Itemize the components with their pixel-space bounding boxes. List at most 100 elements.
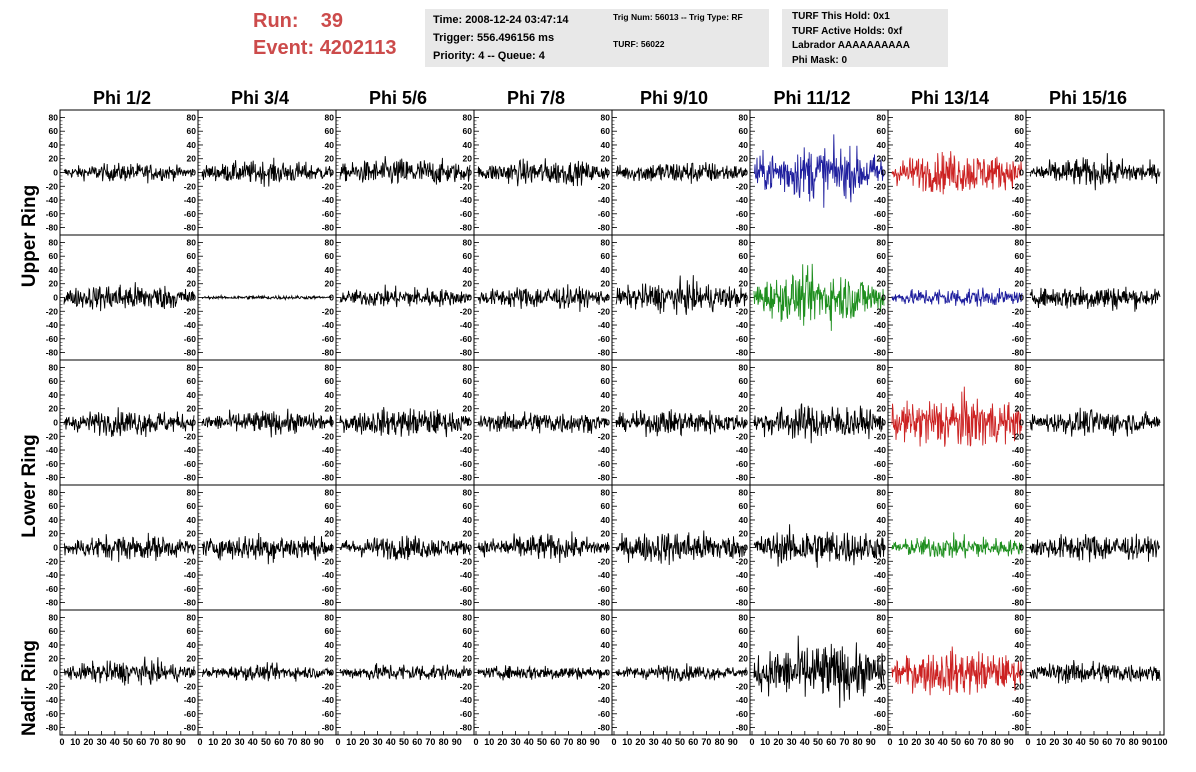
waveform-trace bbox=[477, 531, 609, 564]
y-tick-label: -40 bbox=[874, 695, 887, 705]
y-tick-label: 80 bbox=[739, 487, 749, 497]
y-tick-label: 0 bbox=[605, 293, 610, 303]
y-tick-label: 0 bbox=[743, 418, 748, 428]
y-tick-label: 20 bbox=[601, 404, 611, 414]
x-tick-label: 40 bbox=[938, 737, 948, 747]
x-tick-label: 50 bbox=[675, 737, 685, 747]
x-tick-label: 70 bbox=[839, 737, 849, 747]
run-label: Run: bbox=[253, 10, 299, 32]
y-tick-label: -40 bbox=[736, 320, 749, 330]
y-tick-label: 40 bbox=[463, 515, 473, 525]
y-tick-label: -20 bbox=[598, 556, 611, 566]
y-tick-label: 80 bbox=[463, 612, 473, 622]
y-tick-label: 20 bbox=[325, 279, 335, 289]
waveform-trace bbox=[753, 263, 885, 331]
y-tick-label: -40 bbox=[184, 195, 197, 205]
y-tick-label: 0 bbox=[1019, 543, 1024, 553]
y-tick-label: -80 bbox=[460, 223, 473, 233]
y-tick-label: -60 bbox=[598, 709, 611, 719]
y-tick-label: 40 bbox=[739, 140, 749, 150]
y-tick-label: 40 bbox=[1015, 390, 1025, 400]
y-tick-label: -80 bbox=[1012, 348, 1025, 358]
y-tick-label: -80 bbox=[322, 598, 335, 608]
x-tick-label: 60 bbox=[412, 737, 422, 747]
y-tick-label: -40 bbox=[874, 320, 887, 330]
y-tick-label: 0 bbox=[329, 543, 334, 553]
y-tick-label: 80 bbox=[187, 487, 197, 497]
y-tick-label: 80 bbox=[739, 112, 749, 122]
y-tick-label: 0 bbox=[191, 293, 196, 303]
y-tick-label: 80 bbox=[49, 362, 59, 372]
x-tick-label: 50 bbox=[813, 737, 823, 747]
x-tick-label: 80 bbox=[853, 737, 863, 747]
y-tick-label: -60 bbox=[736, 209, 749, 219]
y-tick-label: 20 bbox=[739, 154, 749, 164]
waveform-panel-r4-c7: -80 -60 -40 -20 0 20 40 60 80 bbox=[1012, 609, 1165, 736]
y-tick-label: -20 bbox=[874, 556, 887, 566]
y-tick-label: 0 bbox=[743, 293, 748, 303]
x-tick-label: 0 bbox=[473, 737, 478, 747]
waveform-trace bbox=[201, 532, 333, 565]
y-tick-label: 40 bbox=[601, 140, 611, 150]
x-tick-label: 40 bbox=[248, 737, 258, 747]
waveform-panel-r0-c0: -80 -60 -40 -20 0 20 40 60 80 bbox=[46, 109, 199, 236]
y-tick-label: -20 bbox=[874, 306, 887, 316]
x-tick-label: 50 bbox=[951, 737, 961, 747]
x-tick-label: 40 bbox=[110, 737, 120, 747]
y-tick-label: -40 bbox=[874, 570, 887, 580]
waveform-panel-r3-c6: -80 -60 -40 -20 0 20 40 60 80 bbox=[874, 484, 1027, 611]
y-tick-label: 0 bbox=[605, 168, 610, 178]
y-tick-label: -60 bbox=[46, 459, 59, 469]
y-tick-label: -40 bbox=[1012, 195, 1025, 205]
waveform-trace bbox=[615, 663, 747, 682]
y-tick-label: -60 bbox=[46, 584, 59, 594]
y-tick-label: 40 bbox=[325, 140, 335, 150]
y-tick-label: -60 bbox=[736, 459, 749, 469]
waveform-trace bbox=[891, 151, 1023, 195]
y-tick-label: -60 bbox=[460, 709, 473, 719]
y-tick-label: -80 bbox=[46, 723, 59, 733]
y-tick-label: -40 bbox=[184, 320, 197, 330]
waveform-panel-r1-c1: -80 -60 -40 -20 0 20 40 60 80 bbox=[184, 234, 337, 361]
y-tick-label: -40 bbox=[184, 695, 197, 705]
y-tick-label: 20 bbox=[187, 404, 197, 414]
y-tick-label: 0 bbox=[1019, 293, 1024, 303]
y-tick-label: -80 bbox=[46, 598, 59, 608]
y-tick-label: -20 bbox=[322, 681, 335, 691]
y-tick-label: 40 bbox=[877, 265, 887, 275]
y-tick-label: 60 bbox=[187, 376, 197, 386]
waveform-panel-r4-c6: -80 -60 -40 -20 0 20 40 60 80 bbox=[874, 609, 1027, 736]
y-tick-label: -40 bbox=[1012, 320, 1025, 330]
x-tick-label: 90 bbox=[866, 737, 876, 747]
y-tick-label: -60 bbox=[46, 209, 59, 219]
y-tick-label: 20 bbox=[601, 154, 611, 164]
y-tick-label: -80 bbox=[1012, 723, 1025, 733]
y-tick-label: 40 bbox=[187, 140, 197, 150]
y-tick-label: -40 bbox=[322, 570, 335, 580]
waveform-trace bbox=[615, 530, 747, 566]
x-tick-label: 10 bbox=[208, 737, 218, 747]
y-tick-label: 20 bbox=[463, 654, 473, 664]
waveform-panel-r0-c6: -80 -60 -40 -20 0 20 40 60 80 bbox=[874, 109, 1027, 236]
y-tick-label: -80 bbox=[736, 348, 749, 358]
y-tick-label: 80 bbox=[325, 112, 335, 122]
waveform-trace bbox=[339, 535, 471, 561]
y-tick-label: -60 bbox=[46, 709, 59, 719]
x-tick-label: 20 bbox=[635, 737, 645, 747]
y-tick-label: 20 bbox=[601, 654, 611, 664]
panel-frame bbox=[473, 359, 613, 486]
y-tick-label: -80 bbox=[736, 473, 749, 483]
waveform-trace bbox=[339, 663, 471, 681]
y-tick-label: -80 bbox=[46, 223, 59, 233]
y-tick-label: -60 bbox=[322, 209, 335, 219]
y-tick-label: 80 bbox=[1015, 112, 1025, 122]
waveform-panel-r3-c0: -80 -60 -40 -20 0 20 40 60 80 bbox=[46, 484, 199, 611]
x-tick-label: 70 bbox=[563, 737, 573, 747]
waveform-trace bbox=[63, 532, 195, 563]
y-tick-label: -60 bbox=[322, 334, 335, 344]
y-tick-label: 80 bbox=[1015, 237, 1025, 247]
y-tick-label: 60 bbox=[877, 251, 887, 261]
y-tick-label: 20 bbox=[49, 154, 59, 164]
turf-info-box: TURF This Hold: 0x1 TURF Active Holds: 0… bbox=[782, 9, 948, 67]
waveform-panel-r2-c2: -80 -60 -40 -20 0 20 40 60 80 bbox=[322, 359, 475, 486]
